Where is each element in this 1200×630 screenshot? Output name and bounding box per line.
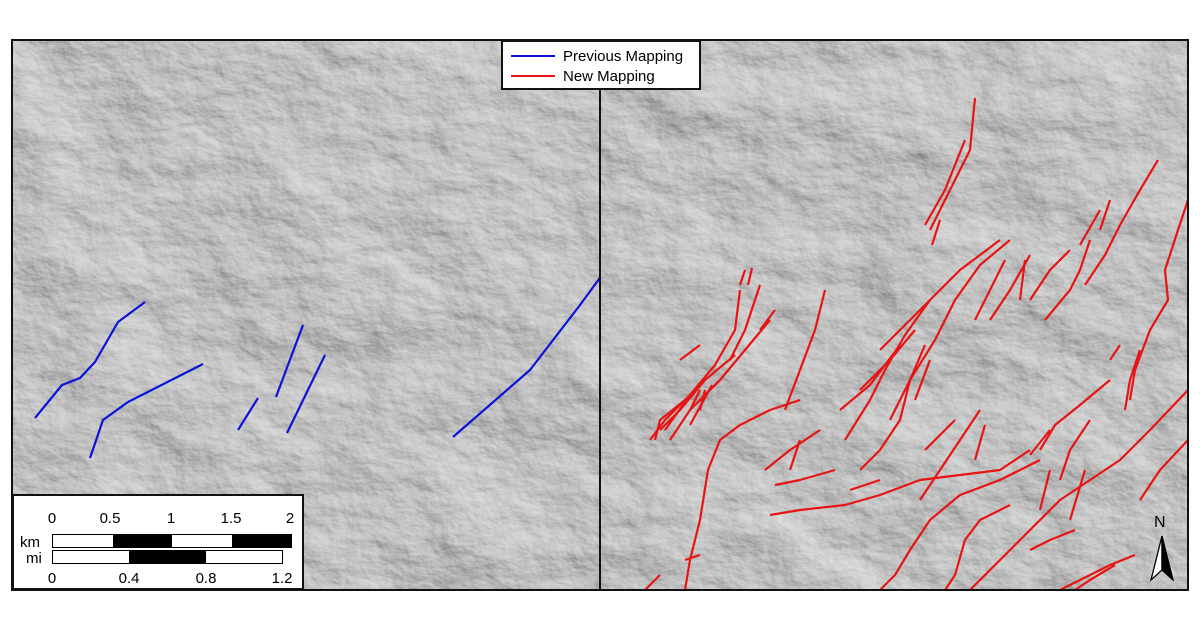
km-tick: 0.5: [99, 510, 121, 527]
new-fault-line: [664, 394, 691, 431]
new-fault-line: [859, 344, 927, 471]
legend-swatch-blue: [511, 55, 555, 57]
legend-label: New Mapping: [563, 67, 655, 85]
new-fault-line: [1058, 419, 1091, 481]
new-fault-line: [653, 399, 686, 441]
legend: Previous Mapping New Mapping: [501, 40, 701, 90]
new-fault-line: [879, 299, 931, 351]
new-fault-line: [738, 269, 747, 286]
new-fault-line: [774, 468, 836, 487]
new-fault-line: [1128, 199, 1188, 401]
new-fault-line: [649, 289, 742, 441]
new-fault-line: [930, 219, 942, 246]
new-fault-line: [684, 553, 701, 562]
legend-item-new: New Mapping: [511, 66, 655, 86]
new-fault-line: [659, 354, 736, 431]
new-fault-line: [1068, 469, 1087, 521]
legend-label: Previous Mapping: [563, 47, 684, 65]
north-arrow: N: [1148, 514, 1178, 584]
new-fault-line: [924, 419, 956, 451]
new-fault-line: [783, 289, 827, 411]
new-fault-line: [889, 239, 1011, 421]
new-fault-line: [1084, 159, 1159, 286]
new-fault-line: [1109, 344, 1121, 361]
new-fault-line: [913, 359, 932, 401]
legend-item-previous: Previous Mapping: [511, 46, 683, 66]
previous-fault-line: [286, 354, 326, 434]
mi-bar: [52, 550, 283, 564]
new-fault-line: [839, 344, 901, 411]
new-fault-line: [679, 344, 701, 361]
km-tick: 0: [47, 510, 57, 527]
km-bar: [52, 534, 292, 548]
new-fault-line: [924, 139, 967, 226]
new-fault-line: [689, 389, 701, 411]
new-fault-line: [1029, 249, 1071, 301]
new-fault-line: [759, 309, 776, 331]
new-fault-line: [644, 574, 661, 590]
right-panel: [600, 40, 1188, 590]
new-fault-line: [844, 239, 1001, 441]
hillshade-right: [600, 40, 1188, 590]
mi-tick: 0.4: [118, 570, 140, 587]
legend-swatch-red: [511, 75, 555, 77]
new-fault-line: [1079, 209, 1101, 246]
new-fault-line: [969, 389, 1188, 590]
north-arrow-icon: [1149, 535, 1175, 582]
mi-label: mi: [26, 550, 42, 567]
new-fault-line: [1098, 199, 1112, 231]
km-label: km: [20, 534, 40, 551]
new-fault-line: [1123, 349, 1142, 411]
new-fault-line: [919, 409, 981, 501]
new-fault-line: [1059, 553, 1136, 590]
km-tick: 2: [285, 510, 295, 527]
scale-bar: 0 0.5 1 1.5 2 km mi 0 0.4 0.8 1.2: [12, 494, 304, 590]
new-fault-line: [929, 97, 977, 231]
new-fault-line: [1029, 528, 1076, 551]
new-fault-line: [974, 259, 1006, 321]
km-tick: 1.5: [220, 510, 242, 527]
new-fault-line: [683, 398, 801, 590]
new-fault-line: [879, 459, 1041, 590]
new-fault-line: [1029, 429, 1051, 456]
previous-fault-line: [274, 324, 305, 398]
new-fault-line: [849, 478, 881, 492]
previous-fault-line: [452, 275, 600, 438]
new-fault-line: [1018, 259, 1027, 301]
new-fault-line: [1074, 564, 1116, 590]
new-fault-line: [769, 449, 1031, 517]
new-fault-line: [1039, 379, 1111, 451]
new-fault-line: [1139, 439, 1188, 501]
new-fault-line: [1038, 469, 1052, 511]
new-fault-line: [729, 284, 762, 361]
new-fault-line: [764, 429, 821, 471]
new-fault-line: [973, 424, 987, 461]
new-fault-line: [944, 504, 1011, 590]
previous-fault-line: [237, 397, 259, 431]
mi-tick: 1.2: [271, 570, 293, 587]
new-fault-line: [1044, 239, 1092, 321]
new-fault-line: [746, 267, 754, 286]
new-fault-line: [788, 439, 802, 471]
new-fault-line: [698, 389, 707, 411]
km-tick: 1: [166, 510, 176, 527]
mi-tick: 0: [47, 570, 57, 587]
north-label: N: [1154, 514, 1166, 531]
previous-fault-line: [88, 363, 204, 459]
previous-fault-line: [34, 301, 146, 419]
mi-tick: 0.8: [195, 570, 217, 587]
